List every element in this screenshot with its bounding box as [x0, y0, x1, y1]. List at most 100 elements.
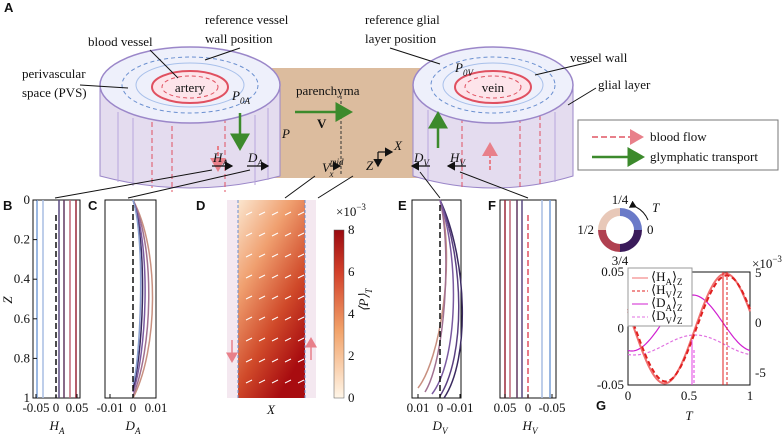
label-part: V [665, 290, 672, 300]
velocity-arrow [258, 358, 266, 363]
label: DV [413, 150, 430, 168]
label: space (PVS) [22, 85, 87, 100]
label: glial layer [598, 77, 651, 92]
label-part: V [665, 316, 672, 326]
label-part: D [247, 150, 258, 165]
velocity-arrow [284, 211, 292, 216]
velocity-arrow [271, 211, 279, 216]
velocity-arrow [297, 232, 305, 237]
panel-label: A [4, 0, 14, 15]
label: ×10−3 [336, 202, 366, 219]
dim-arrows [212, 147, 466, 171]
x-tick-label: -0.05 [22, 400, 49, 415]
label-part: A [221, 158, 228, 168]
y-tick-label: 1 [24, 390, 31, 405]
colorbar-tick: 4 [348, 306, 355, 321]
velocity-arrow [245, 211, 253, 216]
profile-lines [504, 200, 551, 398]
legend-box [577, 119, 779, 171]
velocity-arrow [258, 232, 266, 237]
label: reference glial [365, 12, 440, 27]
label-part: A [58, 426, 65, 434]
wheel-segment [620, 230, 642, 252]
wall-lines [461, 115, 541, 190]
label: HA [212, 150, 228, 168]
y2-tick-label: -5 [755, 365, 766, 380]
label-part: −3 [772, 254, 782, 264]
label-part: ×10 [752, 256, 772, 271]
pressure-map [238, 200, 305, 398]
label-part: V [459, 158, 466, 168]
x-tick-label: 0.05 [494, 400, 517, 415]
velocity-arrow [284, 253, 292, 258]
label-part: V [442, 426, 449, 434]
label-part: T [364, 287, 374, 293]
label: P0V [454, 60, 474, 78]
label: layer position [365, 31, 437, 46]
vein-ref [464, 75, 522, 99]
profile-curves [132, 199, 154, 399]
y-tick-label: 0 [618, 321, 625, 336]
label-part: Z [677, 277, 683, 287]
x-tick-label: -0.01 [446, 400, 473, 415]
label: ⟨HV⟩Z [651, 282, 683, 300]
label-part: ⟩ [672, 269, 677, 284]
schematic [54, 46, 779, 199]
x-tick-label: 1 [747, 388, 754, 403]
colorbar [333, 229, 345, 399]
label: vessel wall [570, 50, 628, 65]
x-tick-label: 0.01 [145, 400, 168, 415]
wall [442, 62, 544, 108]
wall-lines [151, 118, 226, 192]
label-part: D [125, 418, 136, 433]
label: HV [449, 150, 466, 168]
y-tick-label: -0.05 [597, 377, 624, 392]
label-part: ⟨H [651, 282, 665, 297]
artery-ref [161, 75, 219, 99]
ref-wall [121, 56, 259, 114]
velocity-arrow [245, 232, 253, 237]
label-part: ⟨D [651, 295, 665, 310]
velocity-arrow [245, 379, 253, 384]
x-tick-label: -0.05 [538, 400, 565, 415]
label-part: ×10 [336, 204, 356, 219]
label-part: ⟩ [672, 282, 677, 297]
label: Z [366, 158, 374, 173]
color-wheel [598, 200, 649, 252]
x-tick-label: 0 [130, 400, 137, 415]
velocity-arrow [245, 274, 253, 279]
colorbar-label: ⟨P⟩T [356, 287, 374, 311]
label: wall position [205, 31, 273, 46]
label: ⟨HA⟩Z [651, 269, 683, 287]
velocity-arrow [284, 358, 292, 363]
wheel-segment [598, 208, 620, 230]
wall [135, 62, 245, 108]
velocity-arrow [297, 337, 305, 342]
x-tick-label: 0 [625, 388, 632, 403]
panel-b [32, 199, 81, 399]
label: 3/4 [612, 253, 629, 268]
velocity-arrow [258, 379, 266, 384]
velocity-arrow [245, 316, 253, 321]
velocity-arrow [258, 295, 266, 300]
parenchyma-region [262, 68, 422, 178]
colorbar-tick: 0 [348, 390, 355, 405]
label-part: Z [677, 290, 683, 300]
pointer-lines [79, 47, 597, 106]
x-tick-label: 0.05 [66, 400, 89, 415]
velocity-arrow [284, 274, 292, 279]
velocity-arrow [271, 316, 279, 321]
axis-label: T [685, 408, 693, 423]
label-part: A [665, 303, 672, 313]
label-part: P [231, 88, 240, 103]
curve [627, 274, 751, 383]
wheel-segment [620, 208, 642, 230]
velocity-arrow [245, 358, 253, 363]
velocity-field [245, 211, 305, 384]
x-tick-label: 0.01 [407, 400, 430, 415]
velocity-arrow [271, 379, 279, 384]
label-part: x [328, 169, 333, 179]
panel-label: D [196, 198, 205, 213]
axis-label: DA [125, 418, 141, 434]
velocity-arrow [271, 232, 279, 237]
